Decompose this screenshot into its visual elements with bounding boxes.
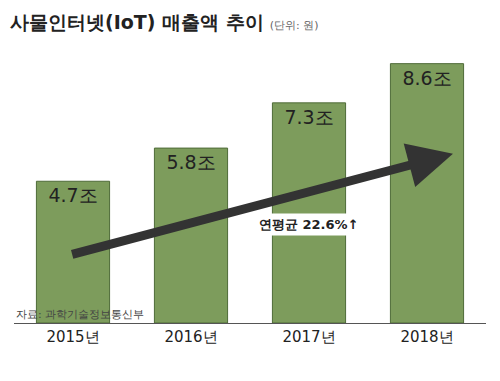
- svg-text:자료: 과학기술정보통신부: 자료: 과학기술정보통신부: [16, 308, 144, 321]
- svg-text:연평균 22.6%↑: 연평균 22.6%↑: [259, 217, 359, 232]
- svg-text:7.3조: 7.3조: [284, 106, 333, 128]
- svg-text:사물인터넷(IoT) 매출액 추이 (단위: 원): 사물인터넷(IoT) 매출액 추이 (단위: 원): [10, 11, 319, 33]
- svg-text:5.8조: 5.8조: [166, 151, 215, 173]
- svg-text:2016년: 2016년: [164, 328, 217, 346]
- svg-text:8.6조: 8.6조: [402, 67, 451, 89]
- svg-text:2017년: 2017년: [282, 328, 335, 346]
- svg-text:4.7조: 4.7조: [48, 184, 97, 206]
- svg-text:2018년: 2018년: [400, 328, 453, 346]
- svg-text:2015년: 2015년: [46, 328, 99, 346]
